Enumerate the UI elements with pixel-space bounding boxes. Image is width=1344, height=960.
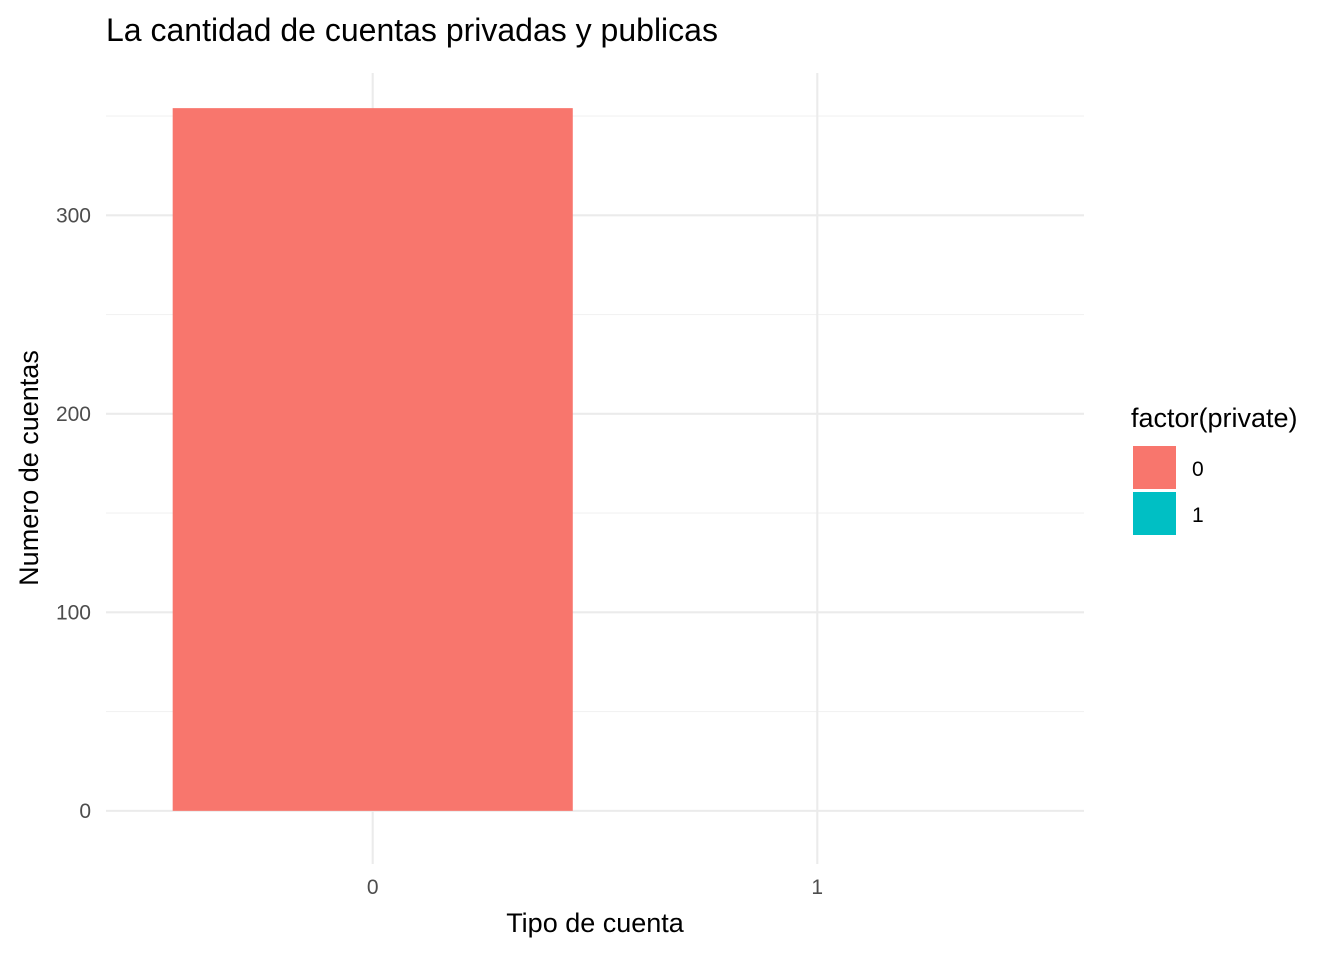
y-tick-label: 200 <box>56 403 91 426</box>
y-tick-label: 100 <box>56 601 91 624</box>
legend-key-1 <box>1133 492 1176 535</box>
y-axis-ticks: 0 100 200 300 <box>56 204 91 823</box>
y-tick-label: 0 <box>79 800 91 823</box>
x-tick-label: 1 <box>811 876 823 899</box>
y-axis-title: Numero de cuentas <box>14 350 44 586</box>
bars <box>172 108 573 811</box>
legend: factor(private) 0 1 <box>1131 403 1298 535</box>
bar-0 <box>172 108 573 811</box>
x-tick-label: 0 <box>367 876 379 899</box>
chart-title: La cantidad de cuentas privadas y public… <box>106 12 718 48</box>
x-axis-title: Tipo de cuenta <box>506 908 685 938</box>
legend-title: factor(private) <box>1131 403 1298 433</box>
y-tick-label: 300 <box>56 204 91 227</box>
legend-key-0 <box>1133 446 1176 489</box>
legend-label: 0 <box>1192 458 1204 481</box>
legend-label: 1 <box>1192 504 1204 527</box>
